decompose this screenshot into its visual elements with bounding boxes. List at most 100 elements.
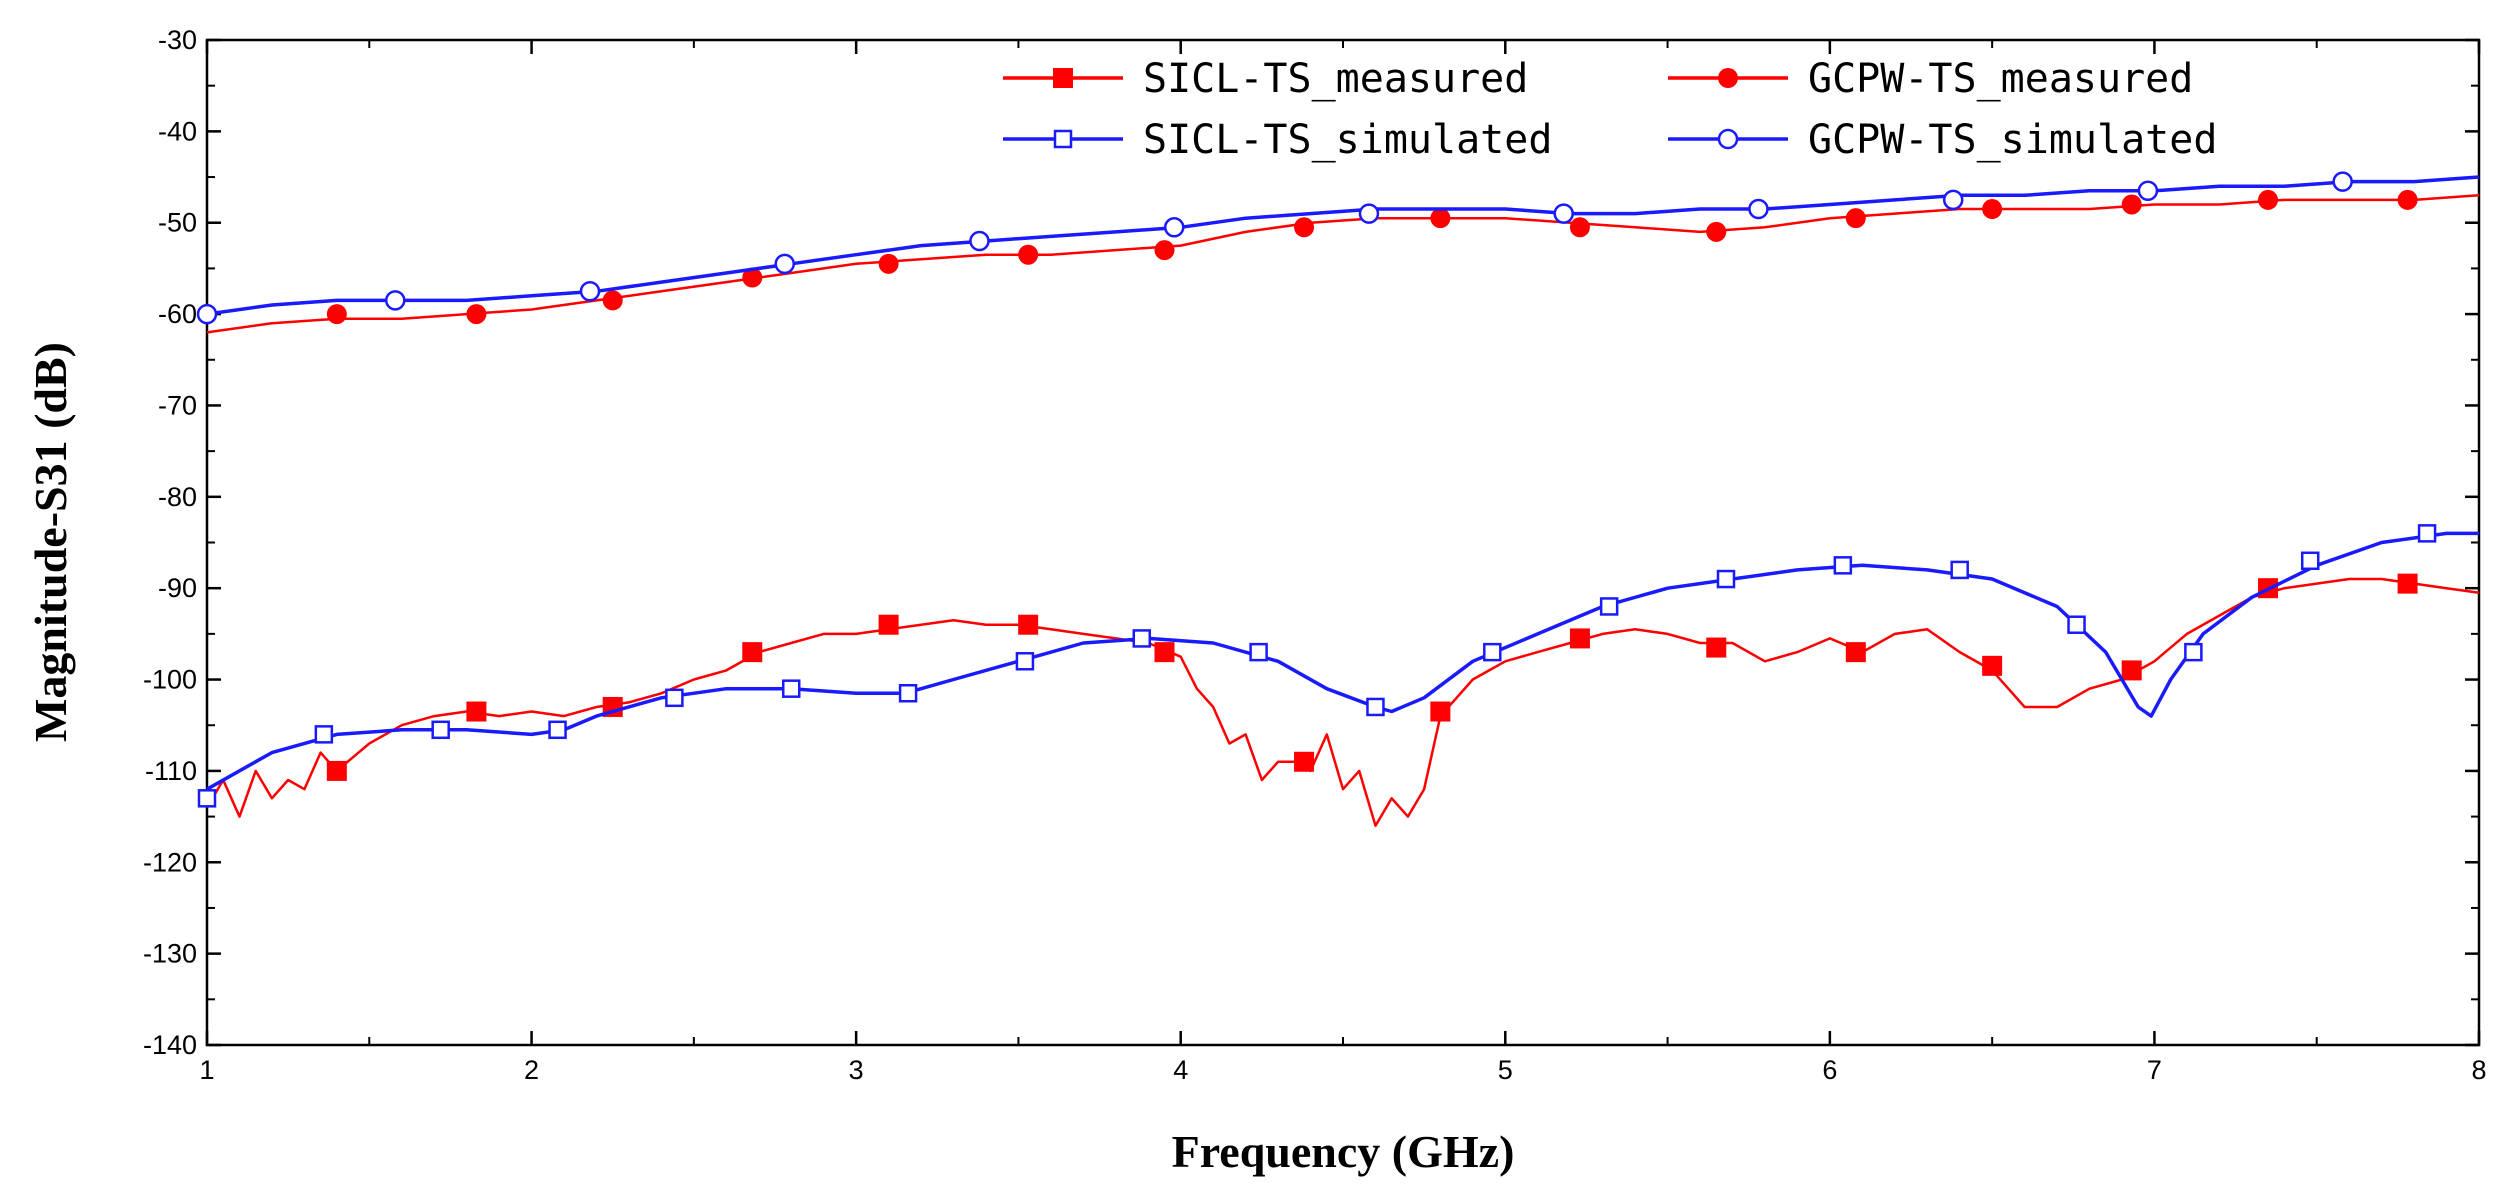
- data-point: [1018, 244, 1039, 265]
- y-tick-label: -140: [143, 1030, 197, 1060]
- data-point: [326, 304, 347, 325]
- data-point: [1599, 597, 1619, 616]
- y-tick-label: -60: [158, 299, 197, 329]
- data-point: [1845, 642, 1866, 663]
- data-point: [1294, 751, 1315, 772]
- data-point: [2417, 524, 2437, 543]
- data-point: [602, 290, 623, 311]
- y-tick-label: -40: [158, 116, 197, 146]
- data-point: [2184, 642, 2203, 662]
- legend-label: GCPW-TS_simulated: [1808, 117, 2217, 163]
- y-tick-label: -50: [158, 208, 197, 238]
- data-point: [1982, 199, 2003, 220]
- series-line: [206, 194, 2480, 334]
- data-point: [1163, 217, 1185, 238]
- data-point: [1154, 240, 1175, 261]
- data-point: [969, 230, 990, 252]
- data-point: [1748, 198, 1769, 220]
- data-point: [1553, 203, 1574, 224]
- data-point: [1154, 642, 1175, 663]
- data-point: [1358, 203, 1380, 224]
- data-point: [742, 642, 763, 663]
- legend-item: GCPW-TS_simulated: [1668, 117, 2217, 163]
- series-GCPW-TS_measured: [206, 189, 2480, 334]
- data-point: [742, 267, 763, 288]
- y-tick-label: -80: [158, 482, 197, 512]
- data-point: [466, 701, 487, 722]
- data-point: [1845, 208, 1866, 229]
- data-point: [579, 281, 601, 302]
- x-tick-label: 8: [2471, 1055, 2486, 1085]
- data-point: [1430, 208, 1451, 229]
- data-point: [1942, 189, 1964, 211]
- series-SICL-TS_measured: [205, 573, 2480, 827]
- legend-item: SICL-TS_measured: [1003, 56, 1528, 102]
- data-point: [197, 789, 217, 808]
- y-tick-label: -30: [158, 25, 197, 55]
- x-tick-label: 4: [1173, 1055, 1188, 1085]
- data-point: [1249, 642, 1268, 662]
- data-point: [2137, 180, 2159, 201]
- legend-item: GCPW-TS_measured: [1668, 56, 2193, 102]
- data-point: [2258, 189, 2279, 210]
- data-point: [1833, 556, 1853, 575]
- data-point: [466, 304, 487, 325]
- data-point: [1430, 701, 1451, 722]
- data-point: [1294, 217, 1315, 238]
- series-SICL-TS_simulated: [197, 524, 2479, 808]
- ticks: 1 2 3 4 5 6 7 8 -30 -40 -50 -60 -70 -80 -90 -100 -110 -12…: [143, 25, 2487, 1085]
- y-tick-label: -110: [145, 756, 197, 786]
- x-tick-label: 3: [849, 1055, 864, 1085]
- y-axis-title: Magnitude-S31 (dB): [25, 342, 76, 742]
- data-point: [2121, 194, 2142, 215]
- legend-label: GCPW-TS_measured: [1808, 56, 2193, 102]
- legend-marker: [1053, 68, 1073, 88]
- data-point: [1950, 560, 1969, 580]
- legend-marker: [1717, 128, 1739, 150]
- data-point: [1569, 628, 1590, 649]
- series-line: [205, 577, 2480, 827]
- data-point: [548, 720, 567, 740]
- data-point: [781, 679, 801, 698]
- x-tick-label: 6: [1822, 1055, 1837, 1085]
- y-tick-label: -90: [158, 573, 197, 603]
- data-point: [878, 614, 899, 635]
- data-point: [1706, 221, 1727, 242]
- data-point: [2067, 615, 2086, 634]
- data-point: [2121, 660, 2142, 681]
- data-point: [2397, 573, 2418, 594]
- data-point: [1982, 655, 2003, 676]
- data-point: [1018, 614, 1039, 635]
- data-point: [314, 725, 334, 744]
- series-line: [206, 531, 2479, 791]
- data-point: [1366, 697, 1385, 717]
- legend-label: SICL-TS_measured: [1143, 56, 1528, 102]
- data-point: [898, 684, 918, 703]
- data-point: [774, 253, 795, 275]
- data-point: [1132, 629, 1152, 648]
- x-tick-label: 5: [1498, 1055, 1513, 1085]
- data-point: [665, 688, 684, 708]
- data-point: [431, 720, 450, 740]
- data-point: [1569, 217, 1590, 238]
- data-point: [385, 290, 406, 311]
- x-tick-label: 2: [524, 1055, 539, 1085]
- x-tick-label: 1: [199, 1055, 214, 1085]
- y-tick-label: -100: [143, 665, 197, 695]
- data-point: [2332, 171, 2353, 192]
- data-point: [1483, 642, 1502, 662]
- legend-marker: [1718, 68, 1738, 88]
- data-point: [878, 253, 899, 274]
- legend-item: SICL-TS_simulated: [1003, 117, 1552, 163]
- legend-label: SICL-TS_simulated: [1143, 117, 1552, 163]
- series-layer: [196, 171, 2480, 827]
- y-tick-label: -70: [158, 390, 197, 420]
- data-point: [2300, 551, 2320, 571]
- data-point: [326, 760, 347, 781]
- series-GCPW-TS_simulated: [196, 171, 2480, 325]
- data-point: [1706, 637, 1727, 658]
- data-point: [1015, 652, 1035, 671]
- legend-marker: [1053, 129, 1073, 149]
- data-point: [1716, 569, 1736, 589]
